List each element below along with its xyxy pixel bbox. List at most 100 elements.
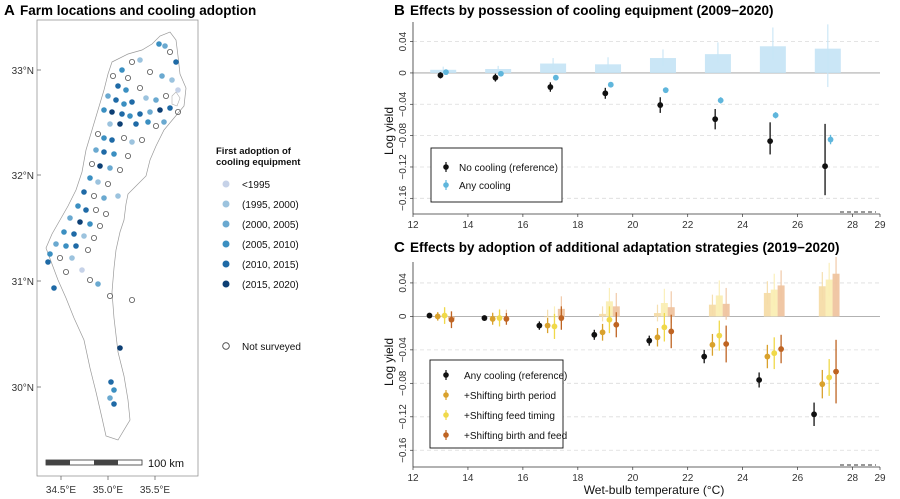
data-point [661, 324, 668, 331]
lon-label: 35.5°E [140, 485, 170, 496]
farm-marker [108, 379, 114, 385]
legend-point [443, 392, 449, 398]
data-point [552, 74, 559, 81]
y-tick-label: −0.04 [398, 91, 409, 117]
lon-label: 35.0°E [93, 485, 123, 496]
data-point [544, 322, 551, 329]
y-tick-label: 0.04 [398, 31, 409, 51]
x-tick-label: 26 [792, 220, 804, 231]
farm-marker [111, 387, 117, 393]
legend-swatch [222, 220, 230, 228]
farm-marker [113, 97, 119, 103]
farm-marker [97, 222, 104, 229]
data-point [811, 411, 817, 418]
farm-marker [107, 292, 114, 299]
data-point [662, 87, 669, 94]
legend-label: +Shifting feed timing [464, 411, 555, 422]
legend-swatch [222, 180, 230, 188]
legend-label: (1995, 2000) [242, 200, 299, 211]
farm-marker [95, 281, 101, 287]
data-point [756, 377, 763, 383]
legend-point [443, 164, 449, 170]
farm-marker [162, 93, 169, 100]
panel-b-legend: No cooling (reference) Any cooling [430, 147, 563, 203]
farm-marker [128, 296, 135, 303]
x-tick-label: 26 [792, 473, 804, 484]
farm-marker [146, 69, 153, 76]
data-point [434, 313, 441, 320]
farm-marker [174, 109, 181, 116]
data-point [481, 315, 488, 321]
farm-marker [81, 189, 87, 195]
data-point [496, 315, 503, 321]
panel-c-letter: C [394, 239, 405, 256]
legend-label: No cooling (reference) [459, 163, 558, 174]
panel-a: A Farm locations and cooling adoption [4, 2, 301, 496]
lat-label: 33°N [12, 66, 34, 77]
panel-a-letter: A [4, 2, 15, 19]
data-point [827, 136, 834, 143]
data-point [764, 353, 771, 360]
farm-marker [107, 121, 113, 127]
farm-marker [47, 251, 53, 257]
farm-marker [51, 285, 57, 291]
panel-b-legend-box [430, 147, 563, 203]
farm-marker [159, 73, 165, 79]
farm-marker [127, 113, 133, 119]
farm-marker [93, 206, 100, 213]
farm-marker [101, 135, 107, 141]
latitude-labels: 33°N 32°N 31°N 30°N [12, 66, 41, 394]
legend-label-not-surveyed: Not surveyed [242, 342, 301, 353]
data-point [771, 350, 778, 357]
scale-bar: 100 km [45, 458, 184, 470]
data-point [716, 332, 723, 339]
farm-marker [117, 166, 124, 173]
farm-marker [119, 111, 125, 117]
legend-swatch [222, 240, 230, 248]
farm-marker [125, 75, 132, 82]
legend-point [443, 432, 449, 438]
x-tick-label: 12 [407, 473, 419, 484]
farm-marker [143, 95, 149, 101]
panel-b-title: Effects by possession of cooling equipme… [410, 3, 773, 18]
farm-marker [75, 203, 81, 209]
farm-marker [121, 101, 127, 107]
farm-marker [137, 111, 143, 117]
farm-marker [93, 147, 99, 153]
legend-point [443, 182, 449, 188]
legend-point [443, 412, 449, 418]
farm-marker [105, 180, 112, 187]
y-tick-label: −0.08 [398, 123, 409, 149]
data-point [709, 341, 716, 348]
x-tick-label: 29 [874, 220, 886, 231]
data-point [551, 323, 558, 330]
map-frame [36, 19, 199, 477]
data-point [772, 112, 779, 119]
x-tick-label: 28 [847, 473, 859, 484]
legend-label: Any cooling [459, 181, 511, 192]
legend-label: (2015, 2020) [242, 280, 299, 291]
panel-c-title: Effects by adoption of additional adapta… [410, 240, 839, 255]
farm-marker [117, 345, 123, 351]
farm-marker [125, 152, 132, 159]
farm-marker [128, 59, 135, 66]
farm-marker [67, 215, 73, 221]
farm-marker [101, 195, 107, 201]
panel-b: B Effects by possession of cooling equip… [382, 2, 886, 231]
farm-marker [153, 97, 159, 103]
data-point [448, 316, 455, 323]
farm-marker [53, 241, 59, 247]
farm-marker [45, 259, 51, 265]
farm-marker [61, 229, 67, 235]
farm-marker [63, 243, 69, 249]
farm-marker [63, 268, 70, 275]
y-tick-label: −0.08 [398, 370, 409, 396]
data-point [606, 316, 613, 323]
farm-marker [123, 87, 129, 93]
x-tick-label: 14 [462, 220, 474, 231]
data-point [778, 346, 785, 352]
farm-marker [89, 160, 96, 167]
panel-c-legend-box [429, 359, 564, 449]
legend-label: (2000, 2005) [242, 220, 299, 231]
panel-b-letter: B [394, 2, 405, 19]
